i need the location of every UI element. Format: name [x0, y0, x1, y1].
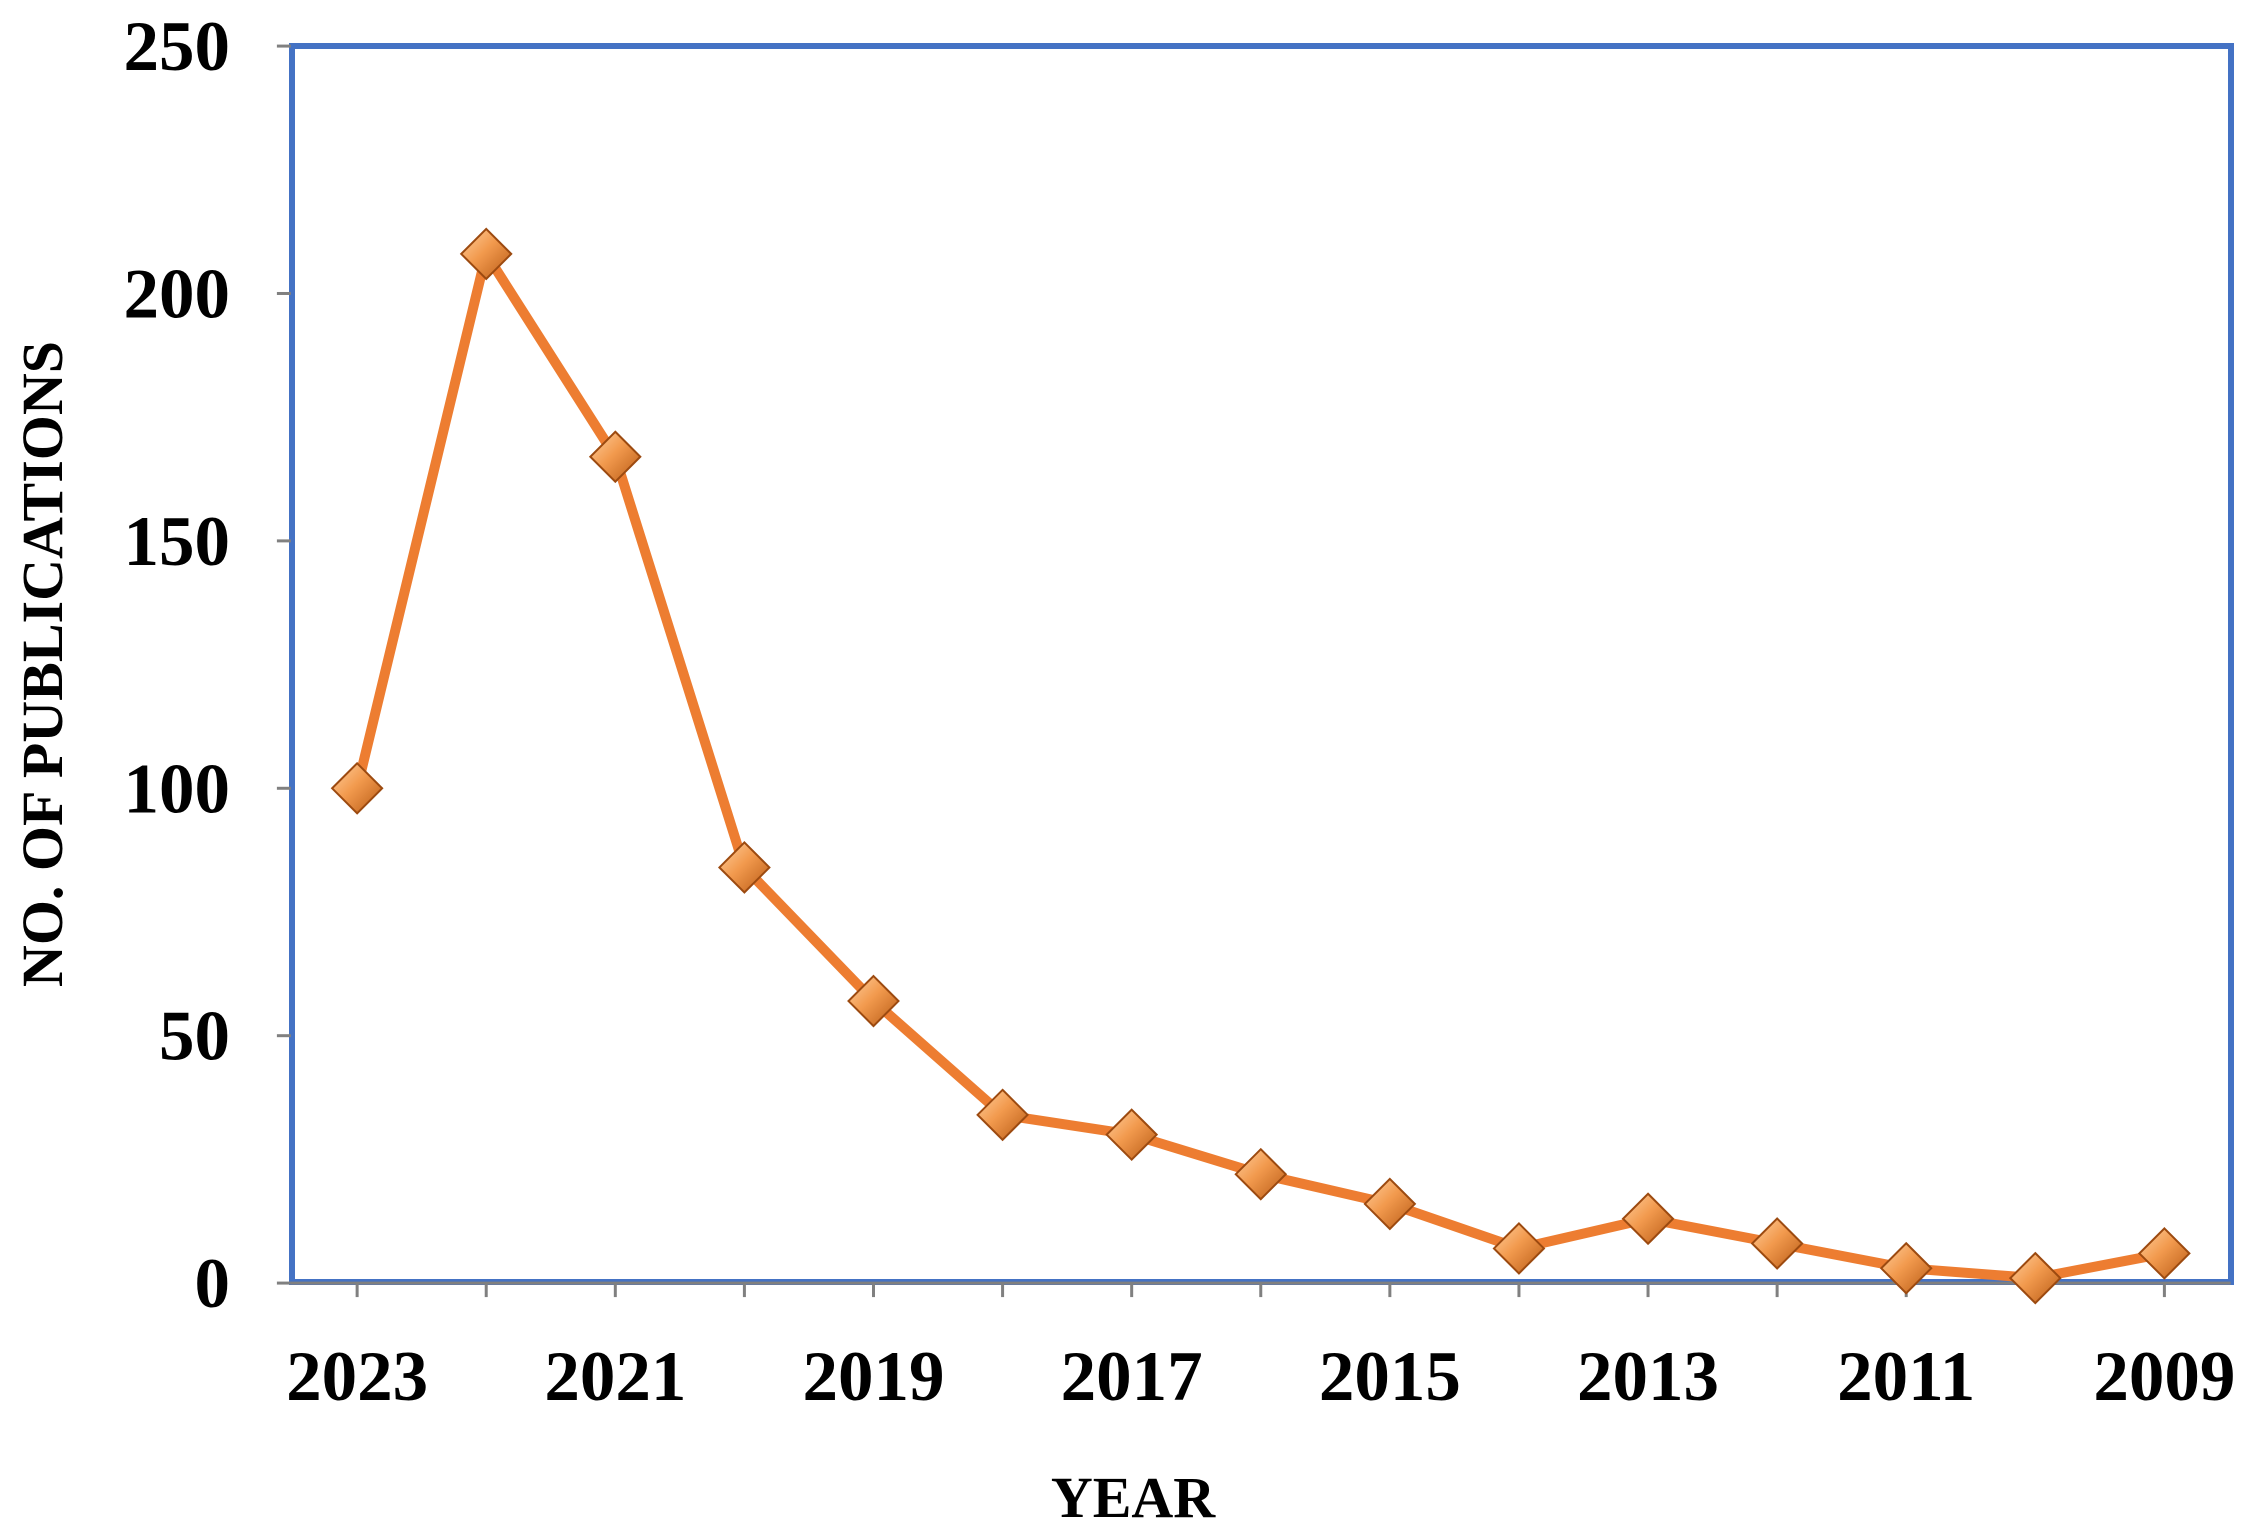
- data-point: [1492, 1222, 1546, 1275]
- plot-frame: [289, 43, 2234, 1285]
- data-point: [1363, 1177, 1417, 1231]
- data-point: [459, 227, 513, 281]
- data-point: [1879, 1241, 1933, 1295]
- x-tick-label: 2013: [1577, 1338, 1719, 1416]
- x-tick-label: 2015: [1319, 1338, 1461, 1416]
- y-tick-label: 100: [124, 750, 231, 828]
- data-point: [1234, 1147, 1288, 1201]
- x-tick-label: 2019: [802, 1338, 944, 1416]
- data-point: [717, 841, 771, 894]
- data-point: [976, 1088, 1029, 1142]
- y-axis-title: NO. OF PUBLICATIONS: [10, 341, 75, 987]
- x-axis: 2023 2021 2019 2017 2015 2013 2011 2009: [286, 1281, 2235, 1416]
- y-tick-label: 0: [195, 1245, 231, 1323]
- series-line: [352, 248, 2170, 1284]
- data-point: [1750, 1217, 1804, 1270]
- data-point: [2008, 1251, 2062, 1305]
- series-layer: [330, 227, 2191, 1305]
- y-tick-label: 250: [124, 8, 231, 86]
- data-point: [588, 430, 642, 484]
- x-tick-label: 2009: [2093, 1338, 2235, 1416]
- data-point: [2137, 1226, 2191, 1280]
- x-tick-label: 2017: [1061, 1338, 1203, 1416]
- x-tick-label: 2023: [286, 1338, 428, 1416]
- data-point: [1105, 1108, 1159, 1162]
- data-point: [1621, 1192, 1675, 1246]
- x-tick-label: 2011: [1837, 1338, 1975, 1416]
- data-point: [847, 974, 900, 1028]
- data-point: [330, 761, 384, 815]
- y-tick-label: 200: [124, 255, 231, 333]
- x-tick-label: 2021: [544, 1338, 686, 1416]
- y-axis: 0 50 100 150 200 250: [124, 8, 291, 1323]
- y-tick-label: 150: [124, 503, 231, 581]
- x-axis-title: YEAR: [1051, 1465, 1216, 1530]
- y-tick-label: 50: [159, 998, 230, 1076]
